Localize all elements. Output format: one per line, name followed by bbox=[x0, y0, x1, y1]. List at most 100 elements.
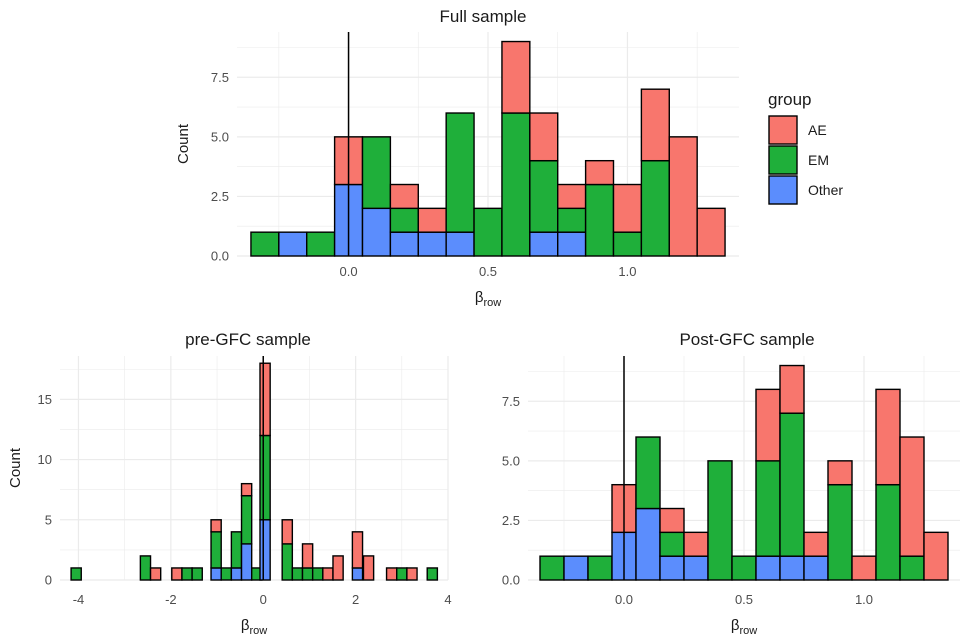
bar-em bbox=[191, 567, 203, 581]
bar-ae bbox=[351, 531, 364, 569]
bar-em bbox=[707, 460, 733, 581]
bar-em bbox=[220, 567, 233, 581]
bar-ae bbox=[683, 531, 709, 557]
panel-title-pre-gfc-sample: pre-GFC sample bbox=[185, 330, 311, 349]
bar-other bbox=[779, 555, 805, 581]
bar-ae bbox=[851, 555, 877, 581]
bar-other bbox=[683, 555, 709, 581]
bar-ae bbox=[827, 460, 853, 486]
bar-em bbox=[259, 434, 271, 521]
bar-em bbox=[281, 543, 294, 581]
y-tick-label: 2.5 bbox=[502, 513, 520, 528]
bar-ae bbox=[210, 519, 222, 533]
bar-other bbox=[361, 207, 392, 257]
bar-em bbox=[529, 159, 559, 233]
bar-ae bbox=[668, 136, 698, 257]
x-tick-label: -2 bbox=[165, 592, 177, 607]
panel-title-post-gfc-sample: Post-GFC sample bbox=[679, 330, 814, 349]
x-axis-label: βrow bbox=[731, 617, 757, 637]
bar-ae bbox=[923, 531, 949, 581]
bar-em bbox=[139, 555, 152, 581]
bar-ae bbox=[389, 183, 419, 210]
bar-em bbox=[473, 207, 503, 257]
bar-ae bbox=[696, 207, 726, 257]
bar-em bbox=[755, 460, 781, 557]
bar-other bbox=[417, 231, 447, 257]
bar-em bbox=[827, 483, 853, 581]
bar-ae bbox=[149, 567, 162, 581]
panel-full-sample: Full sample 0.0 2.5 5.0 7.5 0.0 0.5 1.0 βrow Cou… bbox=[175, 7, 739, 309]
legend-label-em: EM bbox=[808, 152, 829, 168]
y-axis-label: Count bbox=[7, 447, 24, 488]
bar-em bbox=[731, 555, 757, 581]
panel-pre-gfc-sample: pre-GFC sample 0 5 10 15 -4 -2 0 2 4 βrow Count bbox=[7, 330, 452, 637]
bar-em bbox=[587, 555, 613, 581]
bar-ae bbox=[301, 543, 314, 569]
bar-em bbox=[539, 555, 565, 581]
bar-ae bbox=[779, 364, 805, 414]
bar-ae bbox=[803, 531, 829, 557]
bar-em bbox=[584, 183, 615, 257]
legend-label-other: Other bbox=[808, 182, 843, 198]
y-tick-label: 7.5 bbox=[502, 394, 520, 409]
x-tick-label: -4 bbox=[73, 592, 85, 607]
legend-key-ae bbox=[768, 115, 798, 145]
x-tick-label: 2 bbox=[352, 592, 359, 607]
bar-other bbox=[635, 507, 661, 581]
bar-em bbox=[389, 207, 419, 233]
bar-em bbox=[291, 567, 304, 581]
x-tick-label: 0.5 bbox=[479, 264, 497, 279]
bar-em bbox=[501, 112, 531, 257]
bar-other bbox=[389, 231, 419, 257]
bar-ae bbox=[755, 388, 781, 462]
bar-ae bbox=[584, 159, 615, 186]
panel-title-full-sample: Full sample bbox=[440, 7, 527, 26]
y-tick-label: 5 bbox=[45, 512, 52, 527]
y-tick-label: 10 bbox=[38, 452, 52, 467]
legend-key-other bbox=[768, 175, 798, 205]
x-tick-label: 0.0 bbox=[340, 264, 358, 279]
bar-em bbox=[445, 112, 475, 233]
bar-em bbox=[250, 231, 280, 257]
bar-ae bbox=[557, 183, 587, 210]
x-axis-label: βrow bbox=[241, 617, 267, 637]
bar-other bbox=[557, 231, 587, 257]
bar-em bbox=[426, 567, 439, 581]
bar-ae bbox=[899, 436, 925, 557]
bar-em bbox=[181, 567, 193, 581]
bar-em bbox=[635, 436, 661, 510]
x-tick-label: 0.5 bbox=[735, 592, 753, 607]
bar-em bbox=[612, 231, 643, 257]
panel-post-gfc-sample: Post-GFC sample 0.0 2.5 5.0 7.5 0.0 0.5 1.0 βro… bbox=[502, 330, 960, 637]
bar-other bbox=[755, 555, 781, 581]
bar-em bbox=[210, 531, 222, 569]
bar-ae bbox=[501, 40, 531, 114]
y-tick-label: 15 bbox=[38, 392, 52, 407]
bar-ae bbox=[322, 567, 334, 581]
bar-em bbox=[640, 159, 670, 257]
bars bbox=[70, 362, 439, 581]
bar-em bbox=[875, 483, 901, 581]
bar-ae bbox=[259, 362, 271, 437]
legend-title: group bbox=[768, 90, 811, 109]
bar-other bbox=[529, 231, 559, 257]
bar-em bbox=[361, 136, 392, 210]
bar-ae bbox=[875, 388, 901, 486]
bar-other bbox=[659, 555, 685, 581]
bar-ae bbox=[659, 507, 685, 534]
bar-ae bbox=[612, 183, 643, 233]
bar-em bbox=[311, 567, 324, 581]
bar-em bbox=[301, 567, 314, 581]
y-tick-label: 5.0 bbox=[211, 129, 229, 144]
bar-em bbox=[70, 567, 82, 581]
bar-ae bbox=[417, 207, 447, 233]
bar-em bbox=[779, 412, 805, 557]
y-tick-label: 0 bbox=[45, 573, 52, 588]
bars bbox=[250, 40, 726, 257]
x-tick-label: 1.0 bbox=[855, 592, 873, 607]
bar-other bbox=[210, 567, 222, 581]
bar-em bbox=[396, 567, 408, 581]
bar-ae bbox=[529, 112, 559, 162]
bar-em bbox=[240, 494, 253, 545]
x-tick-label: 0 bbox=[260, 592, 267, 607]
